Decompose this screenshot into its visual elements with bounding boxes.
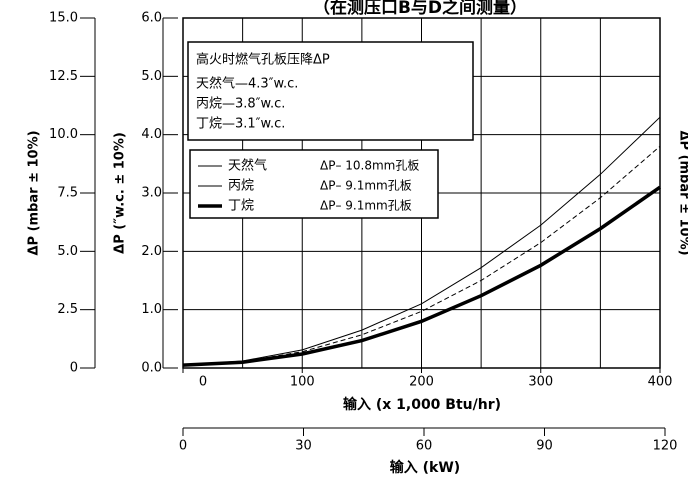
legend-label: 丙烷 <box>228 179 254 194</box>
legend-note: ΔP– 9.1mm孔板 <box>320 199 412 213</box>
x2-axis-label: 输入 (kW) <box>390 459 460 476</box>
y2-tick-label: 0 <box>70 361 78 376</box>
x2-tick-label: 60 <box>416 439 433 454</box>
x-tick-label: 0 <box>199 375 207 390</box>
y2-tick-label: 7.5 <box>57 186 78 201</box>
note-title: 高火时燃气孔板压降ΔP <box>196 52 330 68</box>
x-tick-label: 300 <box>528 375 553 390</box>
series-line <box>182 145 661 366</box>
y-tick-label: 0.0 <box>141 361 162 376</box>
x-tick-label: 100 <box>290 375 315 390</box>
x2-tick-label: 90 <box>536 439 553 454</box>
x-axis-label: 输入 (x 1,000 Btu/hr) <box>343 396 501 413</box>
series-line <box>182 116 661 366</box>
y2-tick-label: 2.5 <box>57 302 78 317</box>
y2-axis-label: ΔP (mbar ± 10%) <box>27 130 42 255</box>
y2-tick-label: 5.0 <box>57 244 78 259</box>
y-tick-label: 5.0 <box>141 69 162 84</box>
note: 天然气—4.3″w.c. <box>196 76 298 92</box>
legend-note: ΔP– 9.1mm孔板 <box>320 179 412 193</box>
y2-tick-label: 15.0 <box>49 11 78 26</box>
y2-tick-label: 12.5 <box>49 69 78 84</box>
y-tick-label: 3.0 <box>141 186 162 201</box>
y-tick-label: 6.0 <box>141 11 162 26</box>
x2-tick-label: 120 <box>653 439 678 454</box>
series-line <box>182 185 661 367</box>
x2-tick-label: 30 <box>295 439 312 454</box>
y2-axis-label-right: ΔP (mbar ± 10%) <box>677 130 688 255</box>
note: 丁烷—3.1″w.c. <box>196 117 285 132</box>
legend-label: 丁烷 <box>228 199 254 214</box>
legend-label: 天然气 <box>228 158 267 174</box>
legend-note: ΔP– 10.8mm孔板 <box>320 159 419 173</box>
y2-tick-label: 10.0 <box>49 127 78 142</box>
y-axis-label: ΔP (″w.c. ± 10%) <box>113 132 128 254</box>
x-tick-label: 400 <box>648 375 673 390</box>
x2-tick-label: 0 <box>179 439 187 454</box>
legend <box>189 149 439 219</box>
chart-title: （在测压口B与D之间测量） <box>313 0 527 18</box>
y-tick-label: 4.0 <box>141 127 162 142</box>
note: 丙烷—3.8″w.c. <box>196 97 285 112</box>
x-tick-label: 200 <box>409 375 434 390</box>
note-box <box>187 41 474 141</box>
y-tick-label: 2.0 <box>141 244 162 259</box>
y-tick-label: 1.0 <box>141 302 162 317</box>
